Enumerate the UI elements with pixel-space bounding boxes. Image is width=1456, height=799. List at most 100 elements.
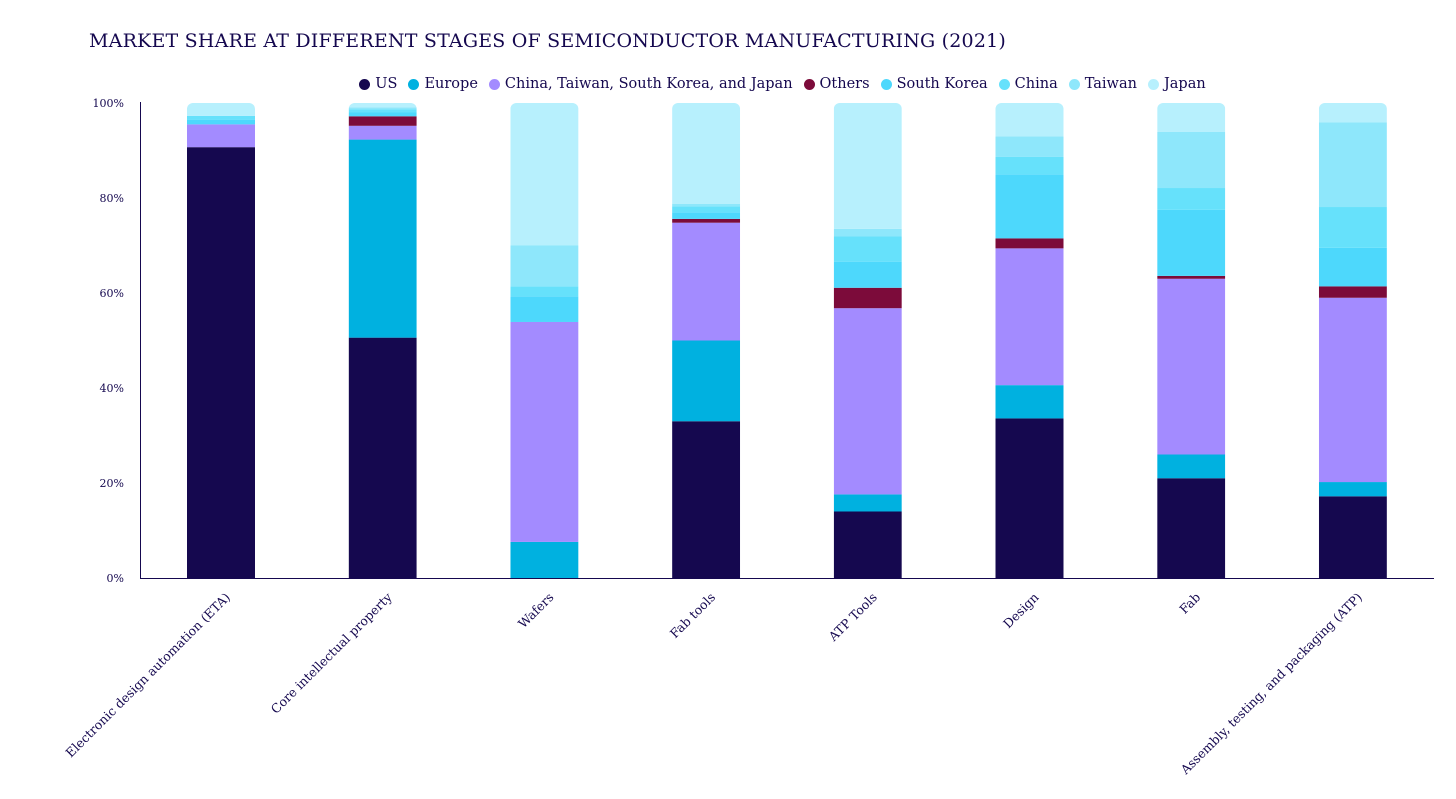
- bar-stack-wafers: [510, 103, 579, 578]
- legend-item-taiwan: Taiwan: [1068, 74, 1137, 94]
- bar-segment-us: [1318, 496, 1387, 578]
- bar-segment-china: [187, 115, 255, 120]
- bar-segment-south-korea: [833, 261, 902, 288]
- legend-label: China: [1014, 76, 1058, 92]
- bar-segment-us: [348, 337, 417, 578]
- bar-segment-japan: [995, 103, 1064, 137]
- bar-segment-japan: [833, 103, 902, 229]
- bar-segment-europe: [995, 385, 1064, 419]
- bar-segment-taiwan: [510, 245, 579, 287]
- y-tick-label: 40%: [100, 382, 124, 395]
- legend-swatch: [998, 78, 1010, 90]
- bar-segment-others: [672, 218, 741, 223]
- bar-segment-south-korea: [348, 112, 417, 117]
- bar-segment-china: [1157, 188, 1226, 210]
- bar-segment-south-korea: [1157, 209, 1226, 276]
- bar-segment-china: [348, 109, 417, 113]
- bar-segment-us: [995, 418, 1064, 578]
- bar-segment-others: [1157, 275, 1226, 279]
- bar-segment-china: [995, 156, 1064, 175]
- bar-segment-europe: [1318, 482, 1387, 497]
- bar-segment-others: [348, 116, 417, 126]
- legend-label: Europe: [424, 76, 478, 92]
- bar-segment-china: [833, 236, 902, 262]
- bar-segment-japan: [672, 103, 741, 204]
- y-tick-label: 80%: [100, 192, 124, 205]
- bar-segment-china-taiwan-south-korea-and-japan: [187, 124, 255, 148]
- bar-segment-europe: [833, 494, 902, 512]
- legend-swatch: [408, 78, 420, 90]
- bar-segment-china-taiwan-south-korea-and-japan: [348, 125, 417, 140]
- bar-segment-south-korea: [995, 174, 1064, 239]
- bar-segment-taiwan: [1318, 122, 1387, 208]
- y-axis-ticks: 0% 20% 40% 60% 80% 100%: [93, 97, 124, 585]
- bar-segment-taiwan: [672, 203, 741, 207]
- bar-segment-south-korea: [672, 212, 741, 219]
- x-tick-label: Electronic design automation (ETA): [62, 590, 233, 761]
- legend-swatch: [880, 78, 892, 90]
- legend-swatch: [803, 78, 815, 90]
- bar-segment-china: [510, 286, 579, 297]
- legend-item-china-taiwan-south-korea-and-japan: China, Taiwan, South Korea, and Japan: [488, 74, 793, 94]
- bar-segment-us: [833, 511, 902, 578]
- bar-segment-japan: [348, 103, 417, 108]
- legend-label: Others: [819, 76, 870, 92]
- bar-segment-europe: [672, 340, 741, 422]
- bar-stack-fab: [1157, 103, 1226, 578]
- bar-stack-fab-tools: [672, 103, 741, 578]
- x-tick-label: Design: [1000, 590, 1042, 632]
- bar-segment-taiwan: [1157, 131, 1226, 189]
- bar-segment-taiwan: [348, 107, 417, 110]
- bar-segment-japan: [187, 103, 255, 116]
- bar-segment-europe: [348, 139, 417, 338]
- bar-segment-south-korea: [510, 296, 579, 322]
- legend-item-south-korea: South Korea: [880, 74, 988, 94]
- y-tick-label: 60%: [100, 287, 124, 300]
- bar-segment-us: [187, 147, 255, 579]
- legend-item-china: China: [998, 74, 1058, 94]
- x-tick-label: Fab: [1176, 590, 1203, 617]
- bar-segment-taiwan: [833, 228, 902, 237]
- legend-label: US: [375, 76, 398, 92]
- legend-label: South Korea: [896, 76, 988, 92]
- x-tick-label: Core intellectual property: [268, 589, 396, 717]
- bar-stack-assembly-testing-and-packaging-atp: [1318, 103, 1387, 578]
- legend-swatch: [359, 78, 371, 90]
- bar-segment-south-korea: [187, 119, 255, 125]
- chart-legend: US Europe China, Taiwan, South Korea, and …: [0, 74, 1456, 94]
- y-tick-label: 0%: [107, 572, 124, 585]
- legend-label: Taiwan: [1084, 76, 1137, 92]
- bar-segment-china-taiwan-south-korea-and-japan: [1157, 278, 1226, 455]
- chart-title: MARKET SHARE AT DIFFERENT STAGES OF SEMI…: [89, 30, 1007, 52]
- y-tick-label: 100%: [93, 97, 124, 110]
- legend-label: Japan: [1163, 76, 1206, 92]
- legend-swatch: [1147, 78, 1159, 90]
- bar-segment-china-taiwan-south-korea-and-japan: [995, 248, 1064, 386]
- bar-segment-china: [672, 206, 741, 213]
- legend-item-europe: Europe: [408, 74, 478, 94]
- bar-segment-taiwan: [995, 136, 1064, 157]
- bar-segment-others: [995, 238, 1064, 249]
- bar-segment-china: [1318, 207, 1387, 248]
- x-axis-labels: Electronic design automation (ETA) Core i…: [62, 589, 1365, 778]
- bar-stack-atp-tools: [833, 103, 902, 578]
- bar-segment-china-taiwan-south-korea-and-japan: [672, 222, 741, 341]
- bar-segment-us: [1157, 478, 1226, 578]
- bar-segment-south-korea: [1318, 247, 1387, 287]
- legend-item-us: US: [359, 74, 397, 94]
- bar-segment-japan: [1157, 103, 1226, 132]
- bar-segment-others: [833, 287, 902, 309]
- bar-segment-us: [672, 421, 741, 578]
- y-tick-label: 20%: [100, 477, 124, 490]
- legend-swatch: [1068, 78, 1080, 90]
- legend-item-japan: Japan: [1147, 74, 1206, 94]
- x-tick-label: Fab tools: [667, 590, 718, 641]
- bar-segment-japan: [510, 103, 579, 246]
- bar-segment-china-taiwan-south-korea-and-japan: [833, 308, 902, 495]
- bar-segment-china-taiwan-south-korea-and-japan: [1318, 297, 1387, 483]
- bar-segment-europe: [510, 541, 579, 578]
- bar-stack-electronic-design-automation-eta: [187, 103, 255, 579]
- bar-segment-china-taiwan-south-korea-and-japan: [510, 321, 579, 542]
- legend-label: China, Taiwan, South Korea, and Japan: [504, 76, 793, 92]
